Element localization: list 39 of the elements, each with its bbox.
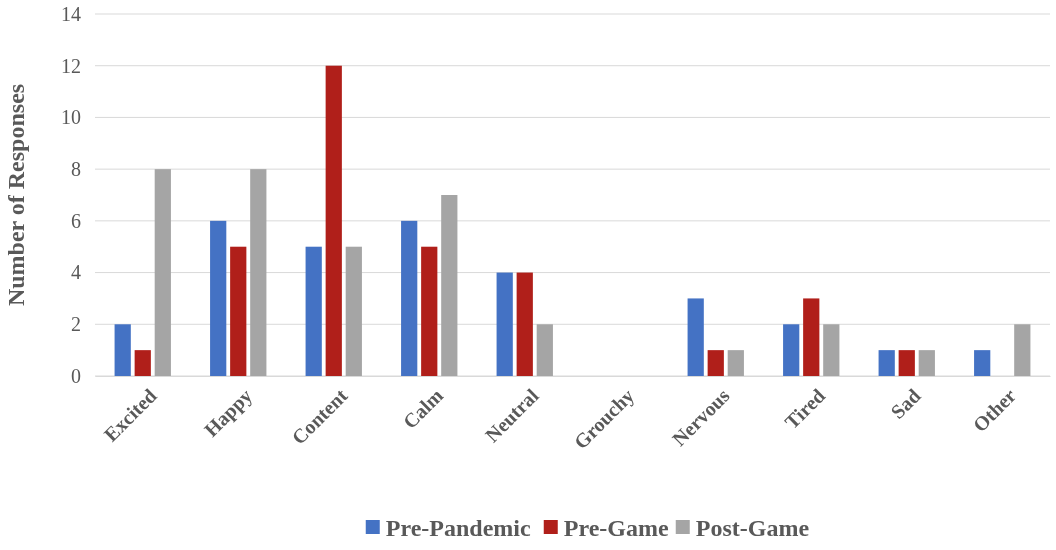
bar: [536, 324, 553, 376]
legend-label: Pre-Game: [563, 515, 669, 542]
y-axis-title: Number of Responses: [3, 83, 29, 307]
bar: [516, 272, 533, 376]
bar: [707, 350, 724, 376]
y-tick-label: 12: [61, 54, 81, 77]
y-tick-label: 10: [61, 106, 81, 129]
y-tick-label: 4: [71, 261, 81, 284]
legend-label: Pre-Pandemic: [385, 515, 531, 542]
bar: [803, 298, 820, 376]
y-tick-label: 6: [71, 209, 81, 232]
bar: [878, 350, 895, 376]
bar: [345, 246, 362, 376]
bar: [134, 350, 151, 376]
legend-label: Post-Game: [695, 515, 810, 542]
bar: [305, 246, 322, 376]
bar: [114, 324, 131, 376]
y-tick-label: 2: [71, 313, 81, 336]
bar: [783, 324, 800, 376]
y-tick-label: 14: [61, 2, 81, 25]
bar: [154, 169, 171, 376]
y-tick-label: 8: [71, 158, 81, 181]
bar: [496, 272, 513, 376]
bar: [210, 220, 227, 376]
bar: [421, 246, 438, 376]
bar: [918, 350, 935, 376]
bar: [898, 350, 915, 376]
bar: [401, 220, 418, 376]
bar: [974, 350, 991, 376]
bar: [441, 195, 458, 376]
y-tick-label: 0: [71, 364, 81, 387]
bar: [687, 298, 704, 376]
bar: [230, 246, 247, 376]
bar: [1014, 324, 1031, 376]
bar: [727, 350, 744, 376]
bar: [823, 324, 840, 376]
bar: [325, 65, 342, 376]
x-tick-label: Sad: [886, 384, 925, 423]
bar: [250, 169, 267, 376]
